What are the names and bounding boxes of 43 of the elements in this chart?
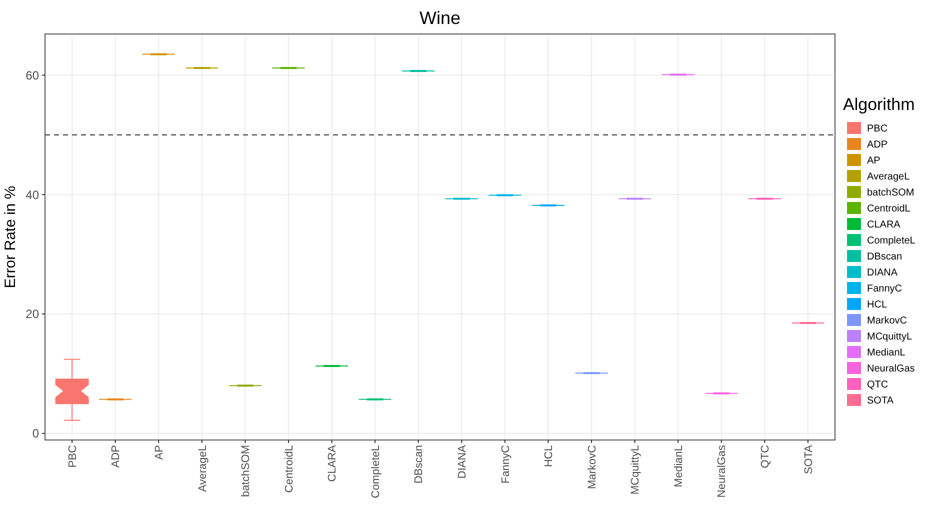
y-axis-title: Error Rate in % bbox=[2, 186, 19, 288]
legend-label: batchSOM bbox=[867, 188, 914, 198]
x-tick-label: CLARA bbox=[326, 444, 339, 482]
x-tick-label: AverageL bbox=[196, 445, 209, 492]
x-tick-label: CentroidL bbox=[283, 445, 296, 493]
legend-label: AverageL bbox=[867, 172, 910, 182]
legend-label: AP bbox=[867, 156, 881, 166]
legend-label: SOTA bbox=[867, 396, 894, 406]
legend-label: DIANA bbox=[867, 268, 898, 278]
legend-title: Algorithm bbox=[843, 95, 915, 114]
x-tick-label: PBC bbox=[66, 444, 79, 468]
x-tick-label: AP bbox=[153, 445, 166, 460]
legend-label: DBscan bbox=[867, 252, 902, 262]
x-tick-label: QTC bbox=[760, 444, 772, 468]
x-tick-label: CompleteL bbox=[370, 445, 382, 498]
y-tick-label: 60 bbox=[26, 68, 40, 82]
legend-label: NeuralGas bbox=[867, 364, 915, 374]
x-tick-label: batchSOM bbox=[240, 445, 252, 497]
legend-label: CompleteL bbox=[867, 236, 916, 246]
legend-label: CentroidL bbox=[867, 204, 911, 214]
x-tick-label: ADP bbox=[110, 445, 122, 468]
x-tick-label: NeuralGas bbox=[716, 444, 728, 498]
x-tick-label: MCquittyL bbox=[630, 445, 642, 495]
legend-label: MCquittyL bbox=[867, 332, 912, 342]
legend-label: FannyC bbox=[867, 284, 902, 294]
x-tick-label: FannyC bbox=[500, 444, 512, 484]
y-tick-label: 20 bbox=[26, 307, 40, 322]
x-tick-label: DIANA bbox=[456, 444, 468, 479]
legend-label: CLARA bbox=[867, 220, 901, 230]
x-tick-label: HCL bbox=[543, 445, 556, 468]
legend-label: ADP bbox=[867, 140, 888, 150]
x-tick-label: MarkovC bbox=[586, 444, 598, 490]
y-tick-label: 0 bbox=[32, 426, 40, 441]
legend-label: MedianL bbox=[867, 348, 906, 358]
legend-label: MarkovC bbox=[867, 316, 908, 326]
y-tick-label: 40 bbox=[26, 188, 40, 202]
legend-label: PBC bbox=[867, 124, 888, 134]
legend-label: QTC bbox=[867, 380, 888, 390]
x-tick-label: SOTA bbox=[802, 444, 815, 474]
legend-label: HCL bbox=[867, 300, 888, 310]
chart-title: Wine bbox=[419, 8, 461, 28]
x-tick-label: MedianL bbox=[672, 445, 685, 488]
x-tick-label: DBscan bbox=[413, 445, 426, 484]
